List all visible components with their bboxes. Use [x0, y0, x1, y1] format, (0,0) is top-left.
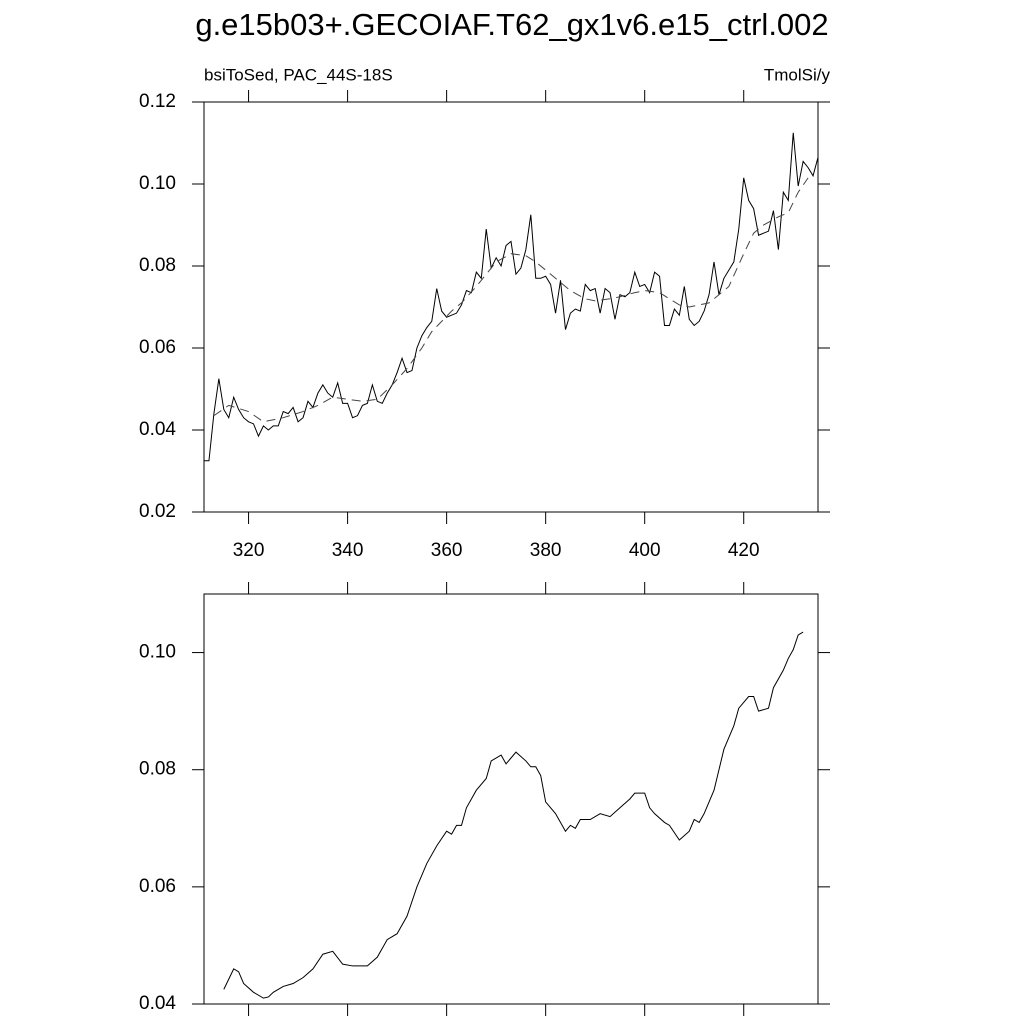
y-tick-label: 0.10: [139, 642, 176, 663]
y-tick-label: 0.08: [139, 759, 176, 780]
y-tick-label: 0.04: [139, 419, 176, 440]
x-tick-label: 380: [530, 540, 562, 561]
x-tick-label: 420: [728, 540, 760, 561]
data-line: [223, 631, 804, 999]
data-line: [213, 177, 809, 423]
x-tick-label: 340: [332, 540, 364, 561]
plot-frame: [203, 101, 819, 513]
y-tick-label: 0.06: [139, 876, 176, 897]
left-label: bsiToSed, PAC_44S-18S: [204, 65, 393, 84]
y-tick-label: 0.08: [139, 255, 176, 276]
x-tick-label: 320: [233, 540, 265, 561]
y-tick-label: 0.04: [139, 993, 176, 1014]
y-tick-label: 0.10: [139, 173, 176, 194]
page-title: g.e15b03+.GECOIAF.T62_gx1v6.e15_ctrl.002: [195, 7, 828, 42]
y-tick-label: 0.06: [139, 337, 176, 358]
data-line: [204, 132, 819, 462]
plot-frame: [203, 593, 819, 1005]
x-tick-label: 400: [629, 540, 661, 561]
x-tick-label: 360: [431, 540, 463, 561]
right-label: TmolSi/y: [764, 65, 831, 84]
y-tick-label: 0.12: [139, 91, 176, 112]
y-tick-label: 0.02: [139, 501, 176, 522]
